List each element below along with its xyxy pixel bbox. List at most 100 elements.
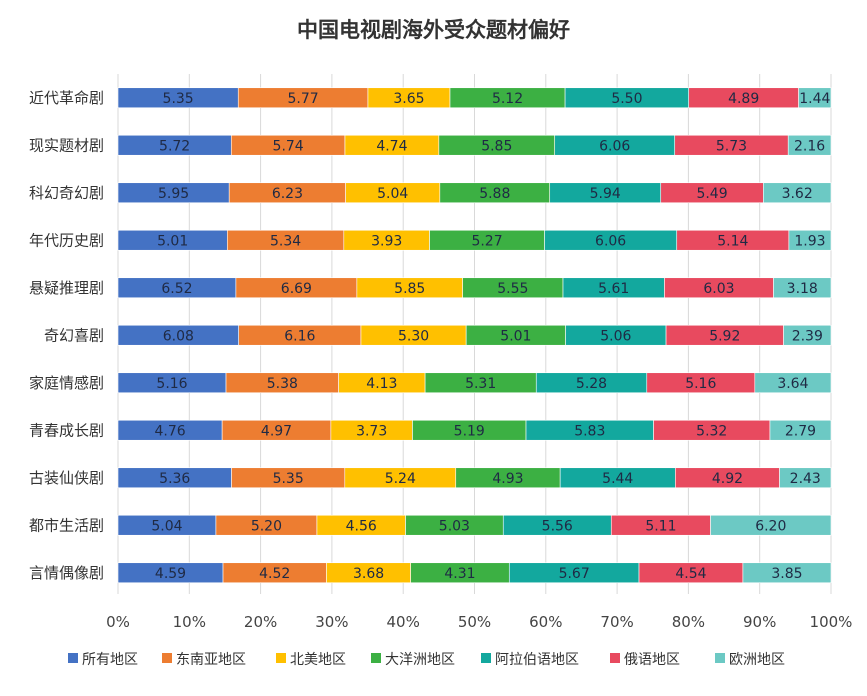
legend-label: 欧洲地区	[729, 652, 785, 668]
data-label: 6.16	[284, 328, 315, 344]
data-label: 5.74	[273, 138, 304, 154]
data-label: 5.30	[398, 328, 429, 344]
data-label: 5.11	[645, 518, 676, 534]
legend-swatch	[371, 653, 381, 663]
bar-segment	[779, 467, 832, 489]
x-tick-label: 20%	[244, 613, 277, 631]
data-label: 5.44	[602, 471, 633, 487]
data-label: 4.13	[366, 376, 397, 392]
data-label: 5.72	[159, 138, 190, 154]
data-label: 5.01	[500, 328, 531, 344]
x-tick-label: 30%	[315, 613, 348, 631]
data-label: 4.56	[346, 518, 377, 534]
data-label: 5.04	[151, 518, 182, 534]
data-label: 6.52	[161, 281, 192, 297]
legend-swatch	[715, 653, 725, 663]
data-label: 3.73	[356, 423, 387, 439]
x-tick-label: 80%	[672, 613, 705, 631]
category-label: 科幻奇幻剧	[29, 184, 104, 202]
data-label: 5.35	[273, 471, 304, 487]
category-label: 家庭情感剧	[29, 374, 104, 392]
data-label: 5.19	[454, 423, 485, 439]
bar-segment	[754, 372, 832, 394]
bar-segment	[710, 514, 832, 536]
data-label: 4.54	[675, 566, 706, 582]
data-label: 5.56	[542, 518, 573, 534]
data-label: 4.97	[261, 423, 292, 439]
data-label: 5.14	[717, 233, 748, 249]
data-label: 3.68	[353, 566, 384, 582]
bar-segment	[798, 87, 832, 109]
data-label: 3.64	[777, 376, 808, 392]
chart-title: 中国电视剧海外受众题材偏好	[297, 18, 570, 42]
legend-swatch	[68, 653, 78, 663]
data-label: 2.43	[790, 471, 821, 487]
data-label: 5.38	[267, 376, 298, 392]
data-label: 5.06	[600, 328, 631, 344]
bar-segment	[763, 182, 832, 204]
legend-swatch	[481, 653, 491, 663]
data-label: 5.27	[471, 233, 502, 249]
data-label: 5.31	[465, 376, 496, 392]
data-label: 5.67	[559, 566, 590, 582]
data-label: 6.03	[703, 281, 734, 297]
x-tick-label: 10%	[173, 613, 206, 631]
data-label: 4.31	[444, 566, 475, 582]
legend-label: 东南亚地区	[176, 652, 246, 668]
data-label: 5.85	[481, 138, 512, 154]
data-label: 5.04	[377, 186, 408, 202]
x-tick-label: 60%	[529, 613, 562, 631]
data-label: 1.44	[799, 91, 830, 107]
bar-segment	[788, 229, 832, 251]
category-label: 年代历史剧	[29, 231, 104, 249]
x-tick-label: 70%	[600, 613, 633, 631]
category-label: 近代革命剧	[29, 89, 104, 107]
data-label: 6.06	[595, 233, 626, 249]
legend-swatch	[610, 653, 620, 663]
data-label: 5.85	[394, 281, 425, 297]
data-label: 5.16	[685, 376, 716, 392]
data-label: 5.92	[709, 328, 740, 344]
bar-segment	[787, 134, 832, 156]
category-label: 奇幻喜剧	[44, 326, 104, 344]
category-label: 古装仙侠剧	[29, 469, 104, 487]
data-label: 4.74	[376, 138, 407, 154]
data-label: 5.83	[574, 423, 605, 439]
data-label: 4.76	[154, 423, 185, 439]
legend-label: 俄语地区	[624, 652, 680, 668]
legend-swatch	[162, 653, 172, 663]
bar-segment	[769, 419, 832, 441]
legend-label: 北美地区	[290, 652, 346, 668]
data-label: 5.35	[163, 91, 194, 107]
x-tick-label: 100%	[810, 613, 853, 631]
data-label: 5.88	[479, 186, 510, 202]
category-label: 现实题材剧	[29, 136, 104, 154]
x-tick-label: 90%	[743, 613, 776, 631]
bar-segment	[783, 324, 832, 346]
data-label: 5.03	[439, 518, 470, 534]
data-label: 5.49	[696, 186, 727, 202]
data-label: 4.92	[712, 471, 743, 487]
data-label: 5.73	[716, 138, 747, 154]
data-label: 5.28	[576, 376, 607, 392]
data-label: 2.39	[792, 328, 823, 344]
data-label: 4.52	[259, 566, 290, 582]
category-label: 都市生活剧	[29, 516, 104, 534]
category-label: 青春成长剧	[29, 421, 104, 439]
data-label: 5.77	[288, 91, 319, 107]
data-label: 3.62	[782, 186, 813, 202]
category-label: 悬疑推理剧	[29, 279, 104, 297]
data-label: 6.20	[755, 518, 786, 534]
data-label: 5.12	[492, 91, 523, 107]
data-label: 4.89	[728, 91, 759, 107]
legend-label: 阿拉伯语地区	[495, 652, 579, 668]
data-label: 4.93	[492, 471, 523, 487]
data-label: 5.94	[590, 186, 621, 202]
data-label: 5.20	[251, 518, 282, 534]
data-label: 5.55	[497, 281, 528, 297]
bar-segment	[742, 562, 832, 584]
category-label: 言情偶像剧	[29, 564, 104, 582]
bar-segment	[773, 277, 832, 299]
x-tick-label: 50%	[458, 613, 491, 631]
